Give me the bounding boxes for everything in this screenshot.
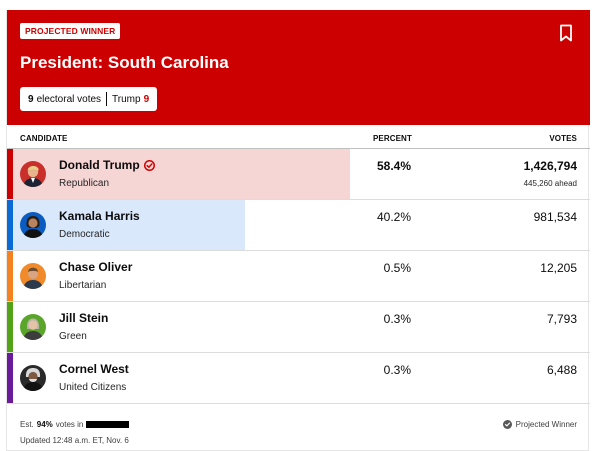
vote-share-bar xyxy=(13,149,350,199)
candidate-votes: 981,534 xyxy=(533,210,577,224)
electoral-votes-count: 9 xyxy=(28,93,34,105)
candidate-name: Cornel West xyxy=(59,362,129,376)
candidate-party: Libertarian xyxy=(59,280,107,291)
party-color-stripe xyxy=(7,353,13,403)
avatar xyxy=(20,365,46,391)
results-table: Donald Trump Republican 58.4% 1,426,794 … xyxy=(7,149,590,404)
candidate-name: Kamala Harris xyxy=(59,209,140,223)
candidate-name: Donald Trump xyxy=(59,158,155,173)
candidate-percent: 58.4% xyxy=(376,159,411,173)
candidate-photo-icon xyxy=(20,263,46,289)
results-footer: Est. 94% votes in Updated 12:48 a.m. ET,… xyxy=(7,406,590,451)
column-header-percent: PERCENT xyxy=(373,134,412,143)
candidate-party: Green xyxy=(59,331,87,342)
check-circle-icon xyxy=(502,420,512,429)
candidate-party: United Citizens xyxy=(59,382,127,393)
party-color-stripe xyxy=(7,149,13,199)
candidate-row-stein: Jill Stein Green 0.3% 7,793 xyxy=(7,302,590,353)
avatar xyxy=(20,161,46,187)
candidate-row-harris: Kamala Harris Democratic 40.2% 981,534 xyxy=(7,200,590,251)
candidate-party: Democratic xyxy=(59,229,110,240)
vote-share-bar xyxy=(13,200,245,250)
redacted-text xyxy=(86,421,130,428)
candidate-photo-icon xyxy=(20,365,46,391)
candidate-percent: 0.3% xyxy=(383,363,411,377)
candidate-votes: 6,488 xyxy=(546,363,577,377)
candidate-votes: 1,426,794 xyxy=(523,159,577,173)
vote-margin: 445,260 ahead xyxy=(523,179,577,188)
electoral-votes-label: electoral votes xyxy=(36,93,102,105)
candidate-percent: 0.5% xyxy=(383,261,411,275)
estimated-vote-percent: 94% xyxy=(36,420,53,429)
party-color-stripe xyxy=(7,302,13,352)
candidate-row-trump: Donald Trump Republican 58.4% 1,426,794 … xyxy=(7,149,590,200)
candidate-photo-icon xyxy=(20,314,46,340)
column-header-candidate: CANDIDATE xyxy=(20,134,68,143)
candidate-row-oliver: Chase Oliver Libertarian 0.5% 12,205 xyxy=(7,251,590,302)
projected-winner-legend: Projected Winner xyxy=(502,420,577,429)
last-updated-timestamp: Updated 12:48 a.m. ET, Nov. 6 xyxy=(20,436,129,445)
party-color-stripe xyxy=(7,251,13,301)
projected-winner-check-icon xyxy=(143,160,155,171)
candidate-photo-icon xyxy=(20,212,46,238)
electoral-votes-summary: 9 electoral votes Trump 9 xyxy=(20,87,158,111)
avatar xyxy=(20,212,46,238)
estimated-vote-status: Est. 94% votes in xyxy=(20,420,130,429)
results-column-headers: CANDIDATE PERCENT VOTES xyxy=(7,125,590,149)
projected-winner-badge: PROJECTED WINNER xyxy=(20,23,121,39)
candidate-percent: 0.3% xyxy=(383,312,411,326)
bookmark-icon[interactable] xyxy=(559,24,573,42)
candidate-votes: 7,793 xyxy=(546,312,577,326)
avatar xyxy=(20,314,46,340)
race-results-card: PROJECTED WINNER President: South Caroli… xyxy=(6,10,590,451)
candidate-name: Jill Stein xyxy=(59,311,109,325)
candidate-photo-icon xyxy=(20,161,46,187)
candidate-row-west: Cornel West United Citizens 0.3% 6,488 xyxy=(7,353,590,404)
race-header: PROJECTED WINNER President: South Caroli… xyxy=(7,10,590,125)
race-title: President: South Carolina xyxy=(20,53,229,72)
electoral-winner-votes: 9 xyxy=(143,93,150,105)
party-color-stripe xyxy=(7,200,13,250)
candidate-party: Republican xyxy=(59,178,110,189)
column-header-votes: VOTES xyxy=(549,134,577,143)
candidate-percent: 40.2% xyxy=(376,210,411,224)
electoral-winner-name: Trump xyxy=(112,93,141,105)
candidate-votes: 12,205 xyxy=(540,261,577,275)
avatar xyxy=(20,263,46,289)
divider xyxy=(106,92,108,106)
candidate-name: Chase Oliver xyxy=(59,260,133,274)
